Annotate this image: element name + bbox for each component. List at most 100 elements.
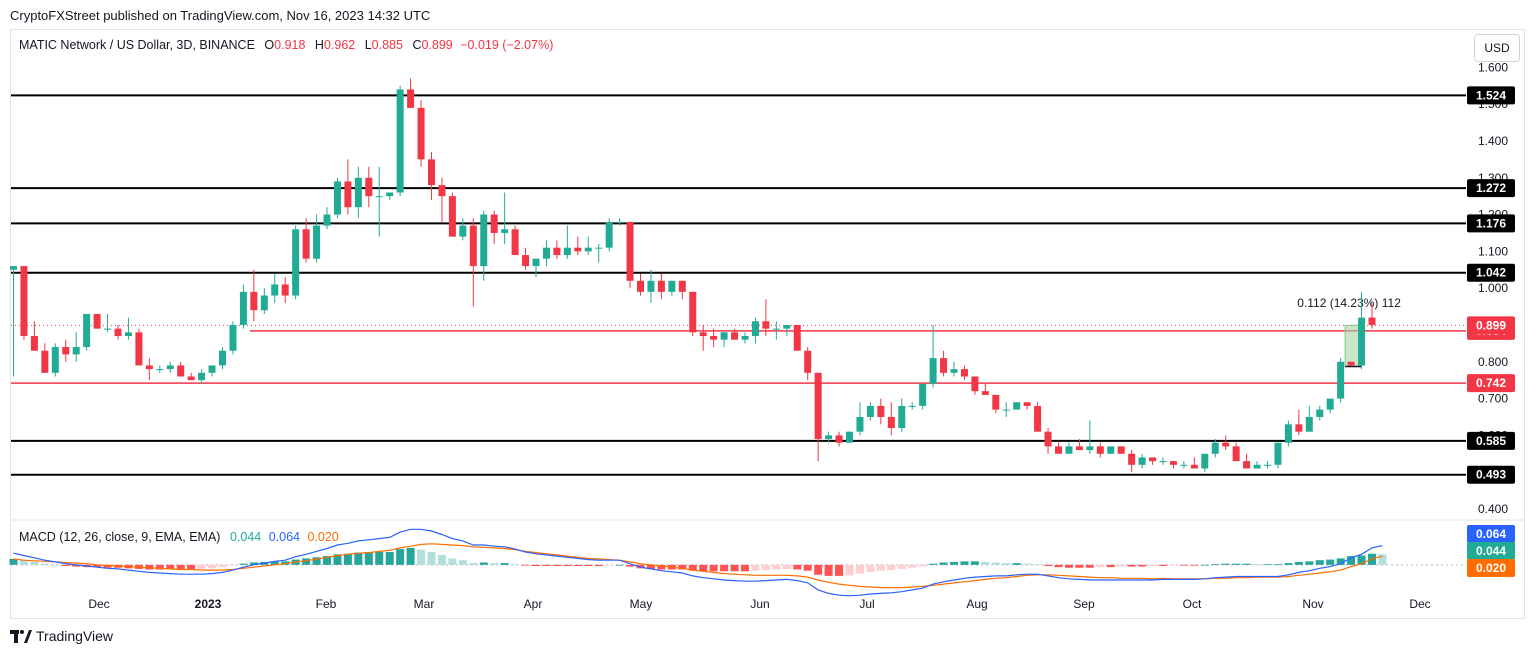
macd-hist-bar [563,564,572,566]
candle-body [10,266,17,270]
level-price-label: 1.176 [1476,216,1506,230]
level-price-label: 0.493 [1476,468,1506,482]
candle-body [166,365,174,370]
candle-body [386,192,394,197]
macd-hist-bar [312,557,321,565]
macd-hist-bar [573,564,582,566]
candle-body [522,255,530,267]
high-label: H [314,38,324,52]
level-label-bg [1467,374,1515,393]
macd-hist-bar [1347,556,1356,565]
macd-hist-bar [887,564,896,571]
x-tick-label: Aug [966,597,987,611]
candle-body [689,291,697,333]
hist-axis-label: 0.044 [1476,544,1506,558]
macd-hist-bar [855,564,864,574]
macd-hist-bar [1200,564,1209,566]
macd-hist-bar [30,561,39,565]
level-label-bg [1467,86,1515,105]
open-value: 0.918 [274,38,306,52]
candle-body [908,405,916,407]
macd-hist-bar [1326,559,1335,565]
y-tick-label: 1.400 [1478,134,1508,148]
candle-body [30,336,38,351]
candle-body [1086,446,1094,451]
macd-hist-bar [1117,564,1126,567]
candle-body [333,181,341,215]
macd-hist-bar [103,564,112,568]
candle-body [1044,431,1052,447]
candle-body [469,225,477,267]
candle-body [104,328,112,330]
macd-hist-bar [876,564,885,571]
high-value: 0.962 [323,38,356,52]
candle-body [1055,446,1062,454]
candle-body [480,214,488,267]
macd-hist-bar [1305,561,1314,565]
macd-hist-bar [1315,560,1324,565]
macd-hist-bar [1106,564,1115,568]
x-tick-label: Dec [88,597,109,611]
candle-body [1002,409,1010,411]
candle-body [940,358,948,373]
macd-axis-label-bg [1467,542,1515,560]
macd-hist-bar [281,561,290,565]
candle-body [375,196,383,198]
level-price-label: 1.042 [1476,266,1506,280]
candle-body [950,369,958,373]
macd-hist-bar [657,564,666,570]
level-label-bg [1467,179,1515,198]
macd-signal-line [13,543,1383,589]
candle-body [762,321,770,329]
macd-hist-bar [239,563,248,565]
candle-body [981,391,989,395]
candle-body [814,372,822,440]
candle-body [250,291,258,311]
candle-body [1128,453,1136,465]
candle-body [1368,317,1376,325]
candle-body [1326,398,1334,410]
macd-hist-bar [908,564,917,568]
macd-hist-bar [1023,563,1032,565]
macd-hist-bar [1054,564,1063,568]
macd-line [13,528,1383,597]
macd-hist-bar [1033,564,1042,566]
macd-hist-bar [354,552,363,565]
macd-hist-bar [1253,564,1262,566]
macd-hist-bar [155,564,164,570]
macd-hist-bar [145,564,154,570]
macd-hist-bar [1179,564,1188,566]
currency-button[interactable]: USD [1474,34,1520,62]
x-tick-label: Jul [859,597,874,611]
candle-body [229,324,237,351]
tradingview-logo[interactable]: TradingView [10,628,113,644]
macd-hist-bar [1378,554,1387,565]
macd-hist-bar [1002,563,1011,565]
candle-body [992,394,1000,410]
macd-hist-bar [542,564,551,566]
candle-body [1243,461,1251,469]
x-tick-label: Sep [1073,597,1095,611]
candle-body [511,229,519,256]
candle-body [772,328,780,330]
candle-body [720,332,728,340]
low-value: 0.885 [371,38,403,52]
x-tick-label: Jun [750,597,769,611]
macd-hist-bar [249,562,258,565]
candle-body [490,214,498,233]
candle-body [198,372,206,381]
macd-hist-bar [646,564,655,569]
macd-hist-bar [72,564,81,567]
macd-hist-bar [302,558,311,565]
macd-hist-bar [51,564,60,566]
candle-body [1305,416,1313,432]
candle-body [1138,457,1146,465]
macd-hist-bar [61,564,70,566]
macd-hist-bar [448,558,457,565]
level-price-label: 1.524 [1476,88,1506,102]
macd-hist-bar [427,552,436,565]
candle-body [1190,464,1198,469]
macd-line-value: 0.064 [268,530,300,544]
chart-frame [10,29,1525,619]
